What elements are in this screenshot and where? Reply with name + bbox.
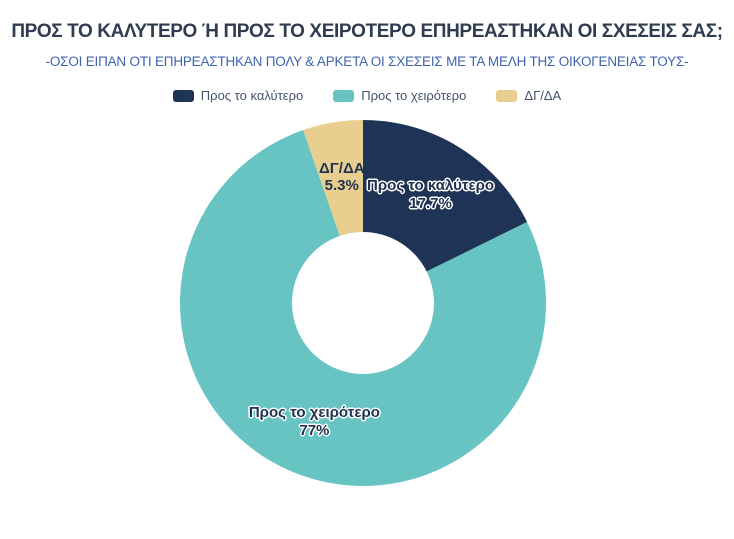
slice-label-worse: Προς το χειρότερο 77% [249,404,380,439]
slice-label-better: Προς το καλύτερο 17.7% [367,177,494,212]
slice-label-dkda-value: 5.3% [324,176,359,194]
slice-label-better-name: Προς το καλύτερο [367,177,495,195]
chart-title: ΠΡΟΣ ΤΟ ΚΑΛΥΤΕΡΟ Ή ΠΡΟΣ ΤΟ ΧΕΙΡΟΤΕΡΟ ΕΠΗ… [11,21,723,42]
legend-label-better: Προς το καλύτερο [200,88,304,103]
slice-label-dkda: ΔΓ/ΔΑ 5.3% [319,160,365,195]
legend-item-better: Προς το καλύτερο [172,88,304,103]
legend-swatch-better [172,89,194,102]
donut-slice-2 [303,120,363,236]
legend-item-dkda: ΔΓ/ΔΑ [496,88,561,103]
donut-slice-1 [180,130,547,486]
slice-label-worse-name: Προς το χειρότερο [248,404,380,422]
donut-slice-0 [363,120,528,272]
legend-swatch-worse [333,89,355,102]
slice-label-better-value: 17.7% [409,194,452,212]
chart-subtitle: -ΟΣΟΙ ΕΙΠΑΝ ΟΤΙ ΕΠΗΡΕΑΣΤΗΚΑΝ ΠΟΛΥ & ΑΡΚΕ… [45,54,689,69]
slice-label-worse-value: 77% [299,421,330,439]
chart-legend: Προς το καλύτερο Προς το χειρότερο ΔΓ/ΔΑ [0,88,734,103]
slice-label-dkda-name: ΔΓ/ΔΑ [318,159,365,177]
legend-label-worse: Προς το χειρότερο [361,88,467,103]
legend-swatch-dkda [496,89,518,102]
legend-label-dkda: ΔΓ/ΔΑ [524,88,562,103]
legend-item-worse: Προς το χειρότερο [333,88,466,103]
